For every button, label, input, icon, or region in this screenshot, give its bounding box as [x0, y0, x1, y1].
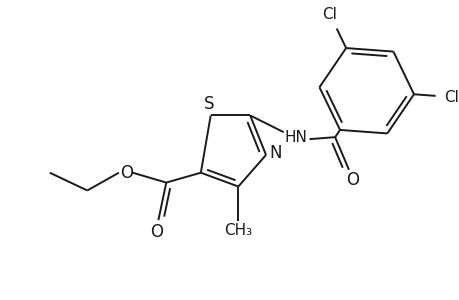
Text: O: O [150, 223, 162, 241]
Text: O: O [120, 164, 133, 182]
Text: CH₃: CH₃ [224, 224, 252, 238]
Text: N: N [269, 144, 281, 162]
Text: O: O [346, 171, 358, 189]
Text: S: S [203, 94, 213, 112]
Text: HN: HN [284, 130, 307, 145]
Text: Cl: Cl [443, 89, 458, 104]
Text: Cl: Cl [322, 7, 336, 22]
